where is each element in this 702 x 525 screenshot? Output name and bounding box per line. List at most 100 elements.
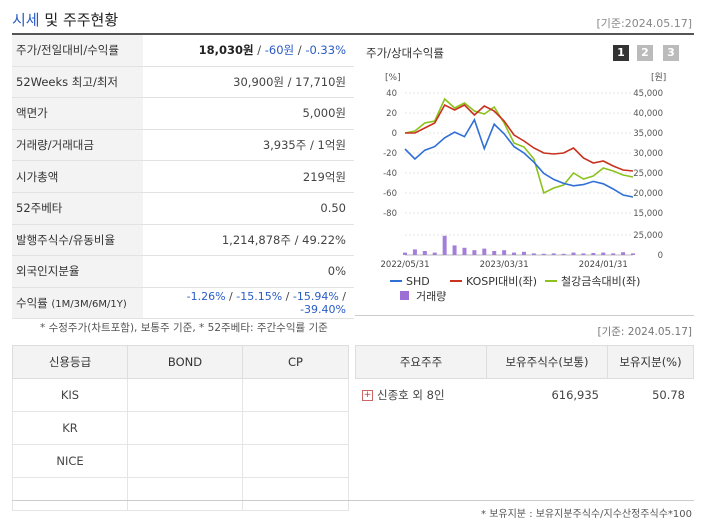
- legend-label: KOSPI대비(좌): [466, 275, 537, 288]
- volume-tick-label: 25,000: [633, 231, 663, 241]
- volume-bar: [571, 252, 576, 255]
- expand-plus-icon[interactable]: +: [362, 390, 373, 401]
- cp-cell: [242, 411, 349, 445]
- x-tick-label: 2023/03/31: [480, 260, 529, 270]
- table-row: KR: [12, 411, 349, 445]
- left-tick-label: -40: [383, 169, 397, 179]
- right-tick-label: 20,000: [633, 189, 663, 199]
- volume-bar: [581, 253, 586, 255]
- volume-bar: [601, 252, 606, 255]
- row-label: 52Weeks 최고/최저: [12, 66, 143, 99]
- legend-label: SHD: [406, 275, 430, 288]
- volume-bar: [541, 253, 546, 255]
- agency-cell: NICE: [12, 444, 128, 478]
- divider: [12, 500, 694, 501]
- footnote: * 수정주가(차트포함), 보통주 기준, * 52주베타: 주간수익률 기준: [40, 322, 328, 334]
- table-row: 액면가 5,000원: [12, 97, 354, 130]
- major-holders-table: 주요주주 보유주식수(보통) 보유지분(%) + 신종호 외 8인 616,935…: [355, 345, 694, 506]
- right-unit: [원]: [651, 72, 666, 83]
- left-tick-label: -80: [383, 209, 397, 219]
- base-date-2: [기준: 2024.05.17]: [597, 326, 692, 338]
- holder-pct-cell: 50.78: [607, 378, 694, 412]
- series-line-1: [405, 103, 634, 172]
- base-date: [기준:2024.05.17]: [596, 17, 692, 30]
- cp-cell: [242, 477, 349, 511]
- col-header: CP: [242, 345, 349, 379]
- right-tick-label: 45,000: [633, 89, 663, 99]
- footnote-holdings: * 보유지분 : 보유지분주식수/지수산정주식수*100: [481, 509, 692, 520]
- left-tick-label: 0: [392, 129, 397, 139]
- volume-bar: [432, 252, 437, 255]
- section-title: 시세 및 주주현황: [12, 11, 119, 29]
- right-tick-label: 25,000: [633, 169, 663, 179]
- table-row: 외국인지분율 0%: [12, 255, 354, 288]
- volume-bar: [611, 253, 616, 255]
- chart-title: 주가/상대수익률: [366, 46, 444, 60]
- volume-bar: [521, 251, 526, 255]
- volume-bar: [482, 248, 487, 255]
- row-label: 발행주식수/유동비율: [12, 224, 143, 257]
- price-chart: [%] [원] 40 45,000 20 40,000 0 35,000 -20 30,000…: [381, 72, 667, 303]
- table-row: 발행주식수/유동비율 1,214,878주 / 49.22%: [12, 224, 354, 257]
- table-row: KIS: [12, 378, 349, 412]
- legend-label: 거래량: [416, 290, 446, 303]
- bond-cell: [127, 378, 243, 412]
- row-label: 주가/전일대비/수익률: [12, 35, 143, 67]
- row-value: 30,900원 / 17,710원: [143, 66, 354, 99]
- row-value: 219억원: [143, 160, 354, 193]
- row-value: 5,000원: [143, 97, 354, 130]
- chart-panel: [355, 35, 694, 316]
- right-tick-label: 40,000: [633, 109, 663, 119]
- holder-shares-cell: 616,935: [486, 378, 608, 412]
- row-label: 액면가: [12, 97, 143, 130]
- cp-cell: [242, 444, 349, 478]
- table-header: 주요주주 보유주식수(보통) 보유지분(%): [355, 345, 694, 379]
- left-tick-label: 20: [386, 109, 397, 119]
- bond-cell: [127, 477, 243, 511]
- volume-bar: [591, 253, 596, 255]
- chart-tab-1[interactable]: 1: [613, 45, 629, 61]
- volume-bar: [631, 253, 635, 255]
- agency-cell: KIS: [12, 378, 128, 412]
- chart-tab-2[interactable]: 2: [637, 45, 653, 61]
- volume-tick-label: 0: [658, 251, 663, 261]
- volume-bar: [412, 249, 417, 255]
- table-row: NICE: [12, 444, 349, 478]
- row-label: 외국인지분율: [12, 255, 143, 288]
- col-header: 신용등급: [12, 345, 128, 379]
- row-label: 거래량/거래대금: [12, 129, 143, 162]
- series-line-2: [404, 97, 634, 195]
- divider: [12, 33, 354, 35]
- holder-name-cell[interactable]: + 신종호 외 8인: [355, 378, 487, 412]
- table-row: 52Weeks 최고/최저 30,900원 / 17,710원: [12, 66, 354, 99]
- table-row: + 신종호 외 8인 616,935 50.78: [355, 378, 694, 412]
- volume-bar: [492, 251, 497, 255]
- bond-cell: [127, 411, 243, 445]
- col-header: 주요주주: [355, 345, 487, 379]
- table-row: 시가총액 219억원: [12, 160, 354, 193]
- volume-bar: [512, 252, 517, 255]
- table-row: 수익률 (1M/3M/6M/1Y) -1.26% / -15.15% / -15…: [12, 287, 354, 320]
- table-row: 주가/전일대비/수익률 18,030원 / -60원 / -0.33%: [12, 35, 354, 67]
- price-info-table: 주가/전일대비/수익률 18,030원 / -60원 / -0.33% 52We…: [12, 35, 354, 320]
- empty-row: [355, 411, 694, 506]
- row-label: 52주베타: [12, 192, 143, 225]
- divider: [354, 33, 694, 35]
- volume-bar: [502, 250, 507, 255]
- left-unit: [%]: [385, 73, 401, 83]
- volume-bar: [462, 247, 467, 255]
- volume-bar: [452, 245, 457, 255]
- volume-bar: [403, 252, 407, 255]
- table-header: 신용등급 BOND CP: [12, 345, 349, 379]
- chart-tab-3[interactable]: 3: [663, 45, 679, 61]
- volume-bar: [422, 251, 427, 255]
- series-line-0: [404, 117, 634, 198]
- volume-bar: [621, 252, 626, 255]
- row-label: 시가총액: [12, 160, 143, 193]
- volume-bar: [531, 253, 536, 255]
- left-tick-label: -60: [383, 189, 397, 199]
- volume-bar: [442, 235, 447, 255]
- row-value: 3,935주 / 1억원: [143, 129, 354, 162]
- volume-bar: [551, 253, 556, 255]
- cp-cell: [242, 378, 349, 412]
